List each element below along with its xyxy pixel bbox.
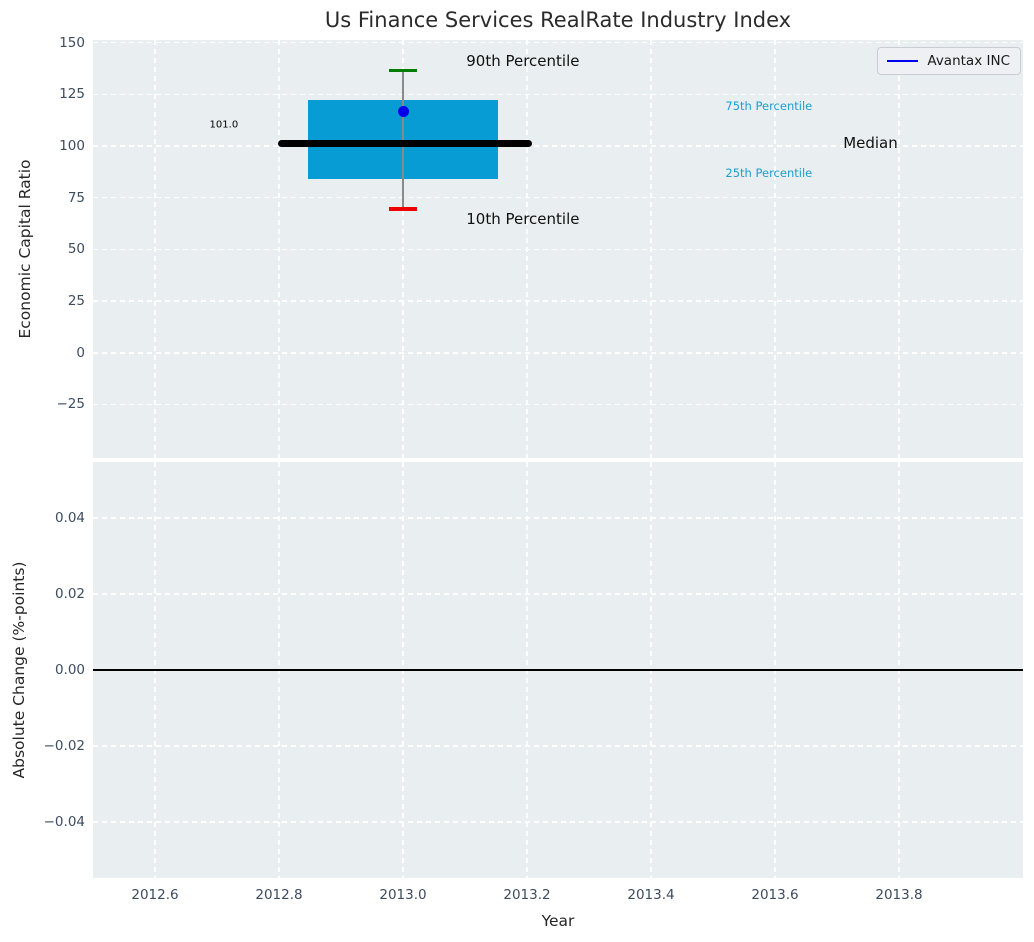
y-tick-label: 25 [67,293,85,310]
gridline-v [154,40,156,458]
p90-cap [388,68,418,73]
y-tick-label: 50 [67,241,85,258]
gridline-h [93,93,1023,96]
gridline-v [526,40,528,458]
gridline-h [93,41,1023,44]
y-tick-label: −0.04 [43,814,85,831]
y-tick-label: 100 [59,138,85,155]
x-tick-label: 2012.8 [255,887,303,903]
y-tick-label: −0.02 [43,738,85,755]
gridline-h [93,196,1023,199]
p75-annotation: 75th Percentile [725,98,813,113]
x-tick-label: 2012.6 [131,887,179,903]
whisker-line [402,70,404,210]
gridline-h [93,145,1023,147]
company-dot [397,106,409,118]
y-tick-label: 150 [59,34,85,51]
gridline-v [402,40,404,458]
x-tick-label: 2013.6 [751,887,799,903]
legend: Avantax INC [877,47,1021,75]
gridline-v [278,40,280,458]
p10-cap [388,207,418,211]
gridline-h [93,403,1023,406]
y-tick-label: 125 [59,86,85,103]
gridline-h [93,352,1023,354]
p90-annotation: 90th Percentile [466,52,580,71]
gridline-h [93,821,1023,823]
zero-line [93,669,1023,671]
p25-annotation: 25th Percentile [725,165,813,180]
gridline-h [93,745,1023,747]
gridline-v [898,40,900,458]
p10-annotation: 10th Percentile [466,210,580,229]
legend-label: Avantax INC [927,53,1010,69]
gridline-h [93,300,1023,302]
gridline-v [650,40,652,458]
chart-title: Us Finance Services RealRate Industry In… [324,8,792,32]
y-tick-label: 0.04 [54,509,85,526]
x-tick-label: 2013.2 [503,887,551,903]
median-annotation: Median [843,133,898,152]
gridline-h [93,593,1023,595]
legend-line-icon [887,59,919,63]
x-tick-label: 2013.4 [627,887,675,903]
gridline-h [93,248,1023,251]
gridline-v [774,40,776,458]
median-line [277,140,532,148]
y-tick-label: 0 [76,344,85,361]
y-tick-label: 0.00 [54,662,85,678]
y-tick-label: 75 [67,189,85,206]
median-value-label: 101.0 [209,119,239,131]
x-tick-label: 2013.8 [875,887,923,903]
x-axis-label: Year [541,912,575,930]
x-tick-label: 2013.0 [379,887,427,903]
y-tick-label: 0.02 [54,585,85,602]
y-tick-label: −25 [56,396,86,413]
gridline-h [93,517,1023,519]
